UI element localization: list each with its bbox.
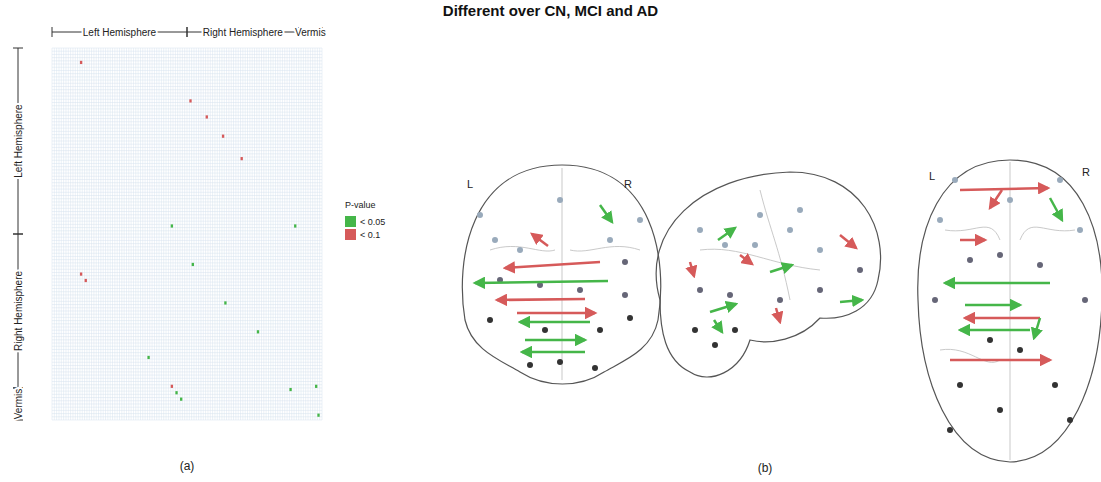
svg-text:Left Hemisphere: Left Hemisphere [13, 104, 24, 178]
svg-text:L: L [467, 178, 473, 190]
svg-text:(a): (a) [180, 459, 195, 473]
svg-text:(b): (b) [758, 461, 773, 475]
svg-text:L: L [929, 170, 935, 182]
svg-text:P-value: P-value [345, 200, 376, 210]
svg-text:R: R [624, 178, 632, 190]
html-text:Different over CN, MCI and AD: Different over CN, MCI and AD [442, 2, 659, 19]
svg-text:R: R [1082, 166, 1090, 178]
svg-text:< 0.1: < 0.1 [360, 230, 380, 240]
svg-text:Right Hemisphere: Right Hemisphere [13, 271, 24, 351]
svg-text:Vermis: Vermis [13, 389, 24, 420]
svg-text:Vermis: Vermis [295, 27, 326, 38]
svg-text:Right Hemisphere: Right Hemisphere [203, 27, 283, 38]
svg-text:Left Hemisphere: Left Hemisphere [83, 27, 157, 38]
svg-text:< 0.05: < 0.05 [360, 217, 385, 227]
